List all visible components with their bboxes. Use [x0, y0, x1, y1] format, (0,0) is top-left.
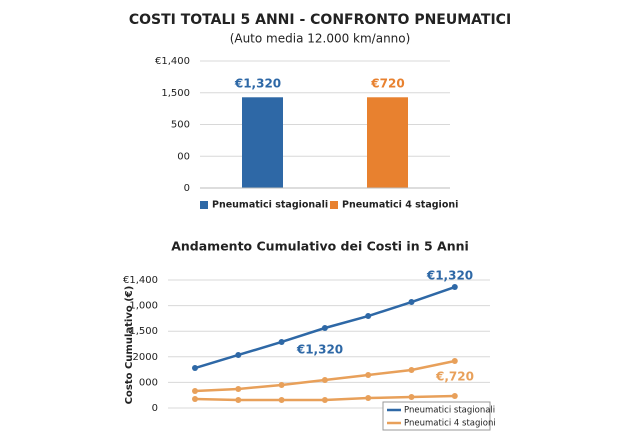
y-tick-label: 00: [177, 151, 190, 162]
point: [408, 394, 415, 401]
point: [408, 299, 415, 306]
y-tick-label: 2000: [133, 352, 158, 363]
point: [235, 351, 242, 358]
y-tick-label: €1,400: [155, 56, 190, 67]
y-tick-label: 0: [184, 183, 190, 194]
y-tick-label: 1,500: [129, 326, 158, 337]
chart-title: Andamento Cumulativo dei Costi in 5 Anni: [171, 239, 469, 254]
point: [192, 396, 198, 403]
bar: [367, 97, 408, 188]
legend-label: Pneumatici stagionali: [212, 200, 328, 211]
legend-label: Pneumatici stagionali: [404, 406, 495, 416]
y-tick-label: 1,500: [161, 88, 190, 99]
legend-swatch: [330, 201, 338, 209]
chart-subtitle: (Auto media 12.000 km/anno): [230, 32, 411, 46]
point: [321, 325, 328, 331]
point: [365, 313, 372, 320]
bar: [242, 97, 283, 188]
annotation: €,720: [435, 370, 474, 384]
point: [451, 358, 458, 365]
y-tick-label: 000: [139, 377, 158, 388]
y-tick-label: 500: [171, 120, 190, 131]
annotation: €720: [370, 77, 404, 91]
point: [192, 365, 198, 372]
y-tick-label: €1,400: [123, 275, 158, 286]
point: [365, 371, 372, 378]
annotation: €1,320: [234, 77, 281, 91]
y-tick-label: 1,000: [129, 301, 158, 312]
point: [278, 381, 285, 388]
point: [365, 395, 372, 402]
y-tick-label: 0: [152, 403, 158, 414]
legend-label: Pneumatici 4 stagioni: [342, 200, 458, 211]
legend-swatch: [200, 201, 208, 209]
legend-label: Pneumatici 4 stagioni: [404, 419, 496, 429]
point: [408, 366, 415, 373]
chart-title: COSTI TOTALI 5 ANNI - CONFRONTO PNEUMATI…: [129, 12, 511, 28]
point: [451, 393, 458, 400]
point: [278, 338, 285, 345]
line: [194, 359, 456, 393]
annotation: €1,320: [426, 269, 473, 283]
point: [278, 396, 285, 403]
point: [235, 385, 242, 392]
legend-box: [382, 401, 491, 431]
point: [235, 396, 242, 403]
point: [192, 387, 198, 394]
y-axis-label: Costo Cumulativo (€): [124, 286, 135, 405]
point: [321, 377, 328, 384]
point: [451, 284, 458, 291]
point: [321, 396, 328, 403]
annotation: €1,320: [296, 343, 343, 357]
